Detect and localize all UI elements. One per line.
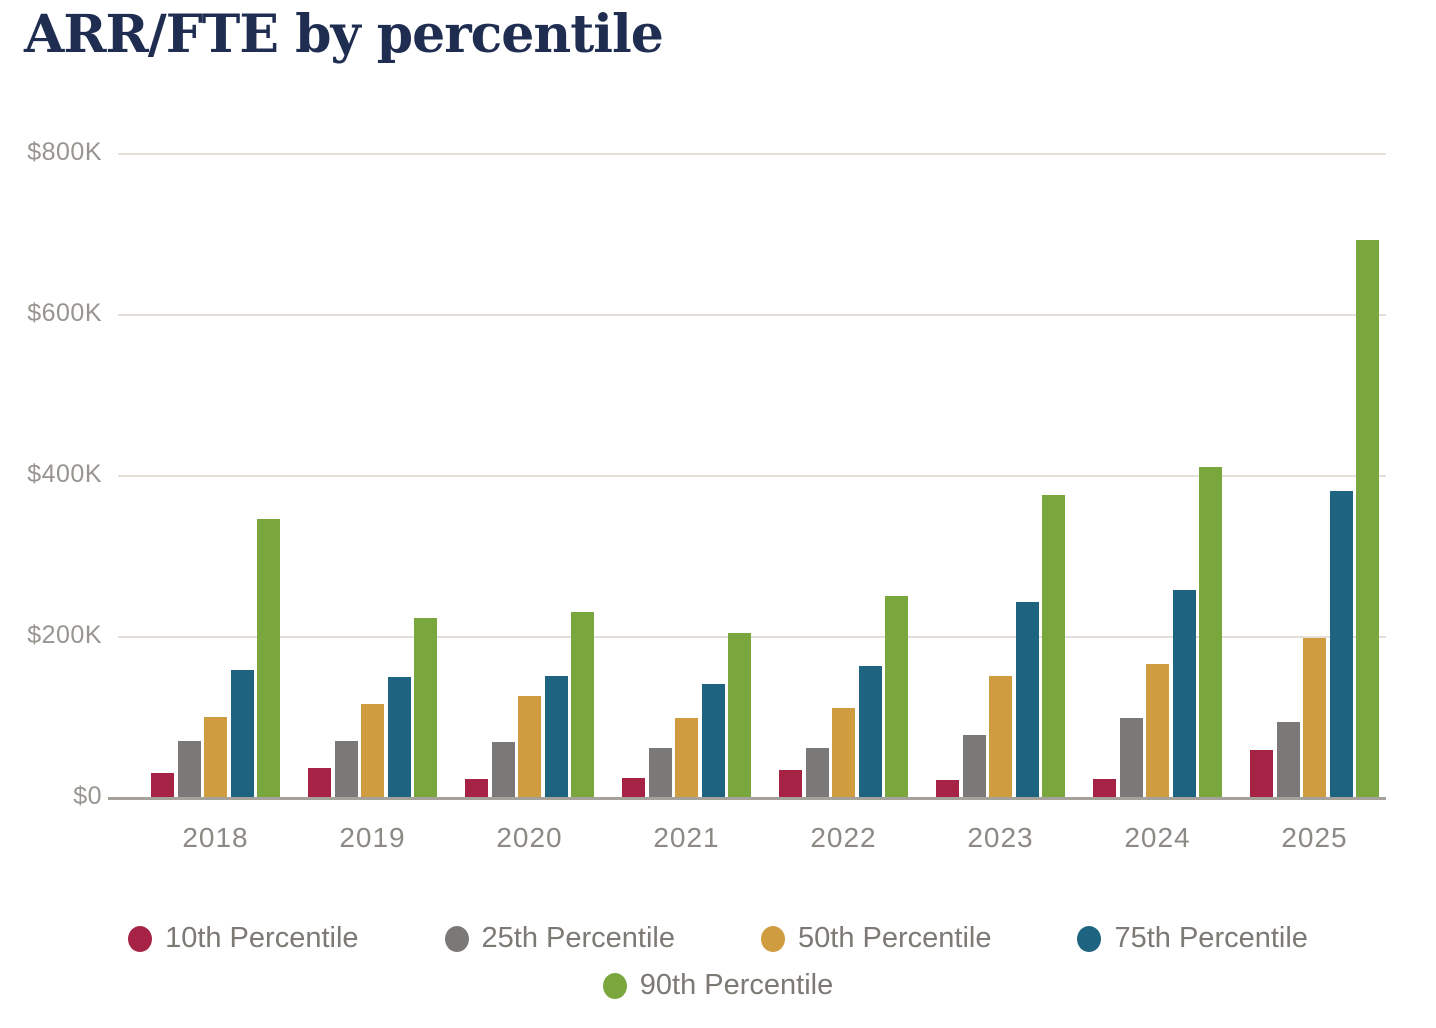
legend-item-90th: 90th Percentile [602, 969, 834, 1002]
bar-75th-2020 [544, 676, 568, 797]
y-tick-label-800: $800K [27, 138, 102, 166]
x-tick-label-2020: 2020 [496, 822, 563, 853]
legend-swatch-icon [444, 925, 469, 952]
y-tick-label-0: $0 [73, 782, 102, 810]
bar-75th-2023 [1015, 602, 1039, 797]
legend-item-50th: 50th Percentile [761, 922, 991, 955]
bar-25th-2025 [1276, 722, 1300, 797]
legend-item-75th: 75th Percentile [1077, 922, 1308, 955]
legend-swatch-icon [1077, 925, 1102, 952]
bar-75th-2018 [230, 669, 254, 797]
x-tick-label-2025: 2025 [1281, 822, 1348, 853]
bar-90th-2023 [1042, 495, 1065, 797]
bar-group-2025 [1250, 154, 1379, 797]
bar-75th-2019 [387, 677, 411, 797]
chart-title: ARR/FTE by percentile [24, 4, 664, 65]
bar-90th-2020 [571, 611, 594, 797]
bar-group-2023 [936, 154, 1065, 797]
bar-50th-2020 [518, 696, 541, 797]
legend-row-2: 90th Percentile [0, 969, 1436, 1002]
bar-75th-2024 [1172, 590, 1196, 797]
bar-25th-2022 [805, 747, 829, 797]
x-tick-label-2024: 2024 [1124, 822, 1191, 853]
bar-group-2019 [308, 154, 437, 797]
bar-25th-2020 [491, 742, 515, 797]
bar-50th-2018 [204, 716, 227, 797]
bar-25th-2019 [334, 740, 358, 797]
bar-90th-2025 [1356, 239, 1379, 797]
bar-10th-2025 [1250, 750, 1273, 797]
bar-25th-2023 [962, 735, 986, 797]
bar-50th-2023 [989, 676, 1012, 797]
legend-label: 90th Percentile [639, 969, 834, 1001]
legend-item-10th: 10th Percentile [128, 922, 359, 955]
bar-25th-2024 [1119, 718, 1143, 797]
bar-90th-2019 [414, 618, 437, 797]
bar-group-2024 [1093, 154, 1222, 797]
bar-75th-2025 [1329, 491, 1353, 797]
bar-50th-2022 [832, 708, 855, 797]
x-axis-baseline [108, 797, 1386, 800]
bar-group-2020 [465, 154, 594, 797]
bar-50th-2025 [1303, 637, 1326, 797]
bar-10th-2019 [308, 768, 331, 797]
x-tick-label-2019: 2019 [339, 822, 406, 853]
x-tick-label-2023: 2023 [967, 822, 1034, 853]
bar-50th-2024 [1146, 664, 1169, 797]
gridline-600 [118, 314, 1386, 316]
bar-group-2021 [622, 154, 751, 797]
bar-10th-2021 [622, 777, 645, 797]
gridline-200 [118, 636, 1386, 638]
bar-25th-2021 [648, 747, 672, 797]
bar-10th-2020 [465, 779, 488, 797]
legend-row-1: 10th Percentile 25th Percentile 50th Perce… [0, 922, 1436, 955]
bar-10th-2024 [1093, 779, 1116, 797]
legend-label: 10th Percentile [165, 922, 359, 954]
bar-25th-2018 [177, 740, 201, 797]
bar-50th-2021 [675, 718, 698, 797]
y-tick-label-200: $200K [27, 621, 102, 649]
bar-75th-2022 [858, 665, 882, 797]
legend-swatch-icon [602, 972, 627, 999]
legend-swatch-icon [761, 925, 785, 952]
legend: 10th Percentile 25th Percentile 50th Perce… [0, 922, 1436, 1002]
x-tick-label-2022: 2022 [810, 822, 877, 853]
legend-label: 25th Percentile [481, 922, 675, 954]
gridline-800 [118, 153, 1386, 155]
legend-label: 75th Percentile [1114, 922, 1308, 954]
bar-50th-2019 [361, 704, 384, 797]
x-tick-label-2018: 2018 [182, 822, 249, 853]
bar-90th-2021 [728, 632, 751, 797]
bar-10th-2022 [779, 770, 802, 797]
legend-swatch-icon [128, 925, 153, 952]
x-tick-label-2021: 2021 [653, 822, 720, 853]
bar-group-2022 [779, 154, 908, 797]
y-tick-label-600: $600K [27, 299, 102, 327]
bar-10th-2018 [151, 772, 174, 797]
legend-item-25th: 25th Percentile [444, 922, 675, 955]
bar-90th-2022 [885, 595, 908, 797]
bar-90th-2024 [1199, 466, 1222, 797]
bar-75th-2021 [701, 684, 725, 797]
bar-90th-2018 [257, 519, 280, 797]
bar-group-2018 [151, 154, 280, 797]
legend-label: 50th Percentile [798, 922, 992, 954]
gridline-400 [118, 475, 1386, 477]
bar-10th-2023 [936, 780, 959, 797]
y-tick-label-400: $400K [27, 460, 102, 488]
plot-area: 2018 2019 2020 2021 2022 2023 2024 2025 [108, 153, 1386, 853]
chart: 2018 2019 2020 2021 2022 2023 2024 2025 $0 $200K… [0, 138, 1436, 853]
